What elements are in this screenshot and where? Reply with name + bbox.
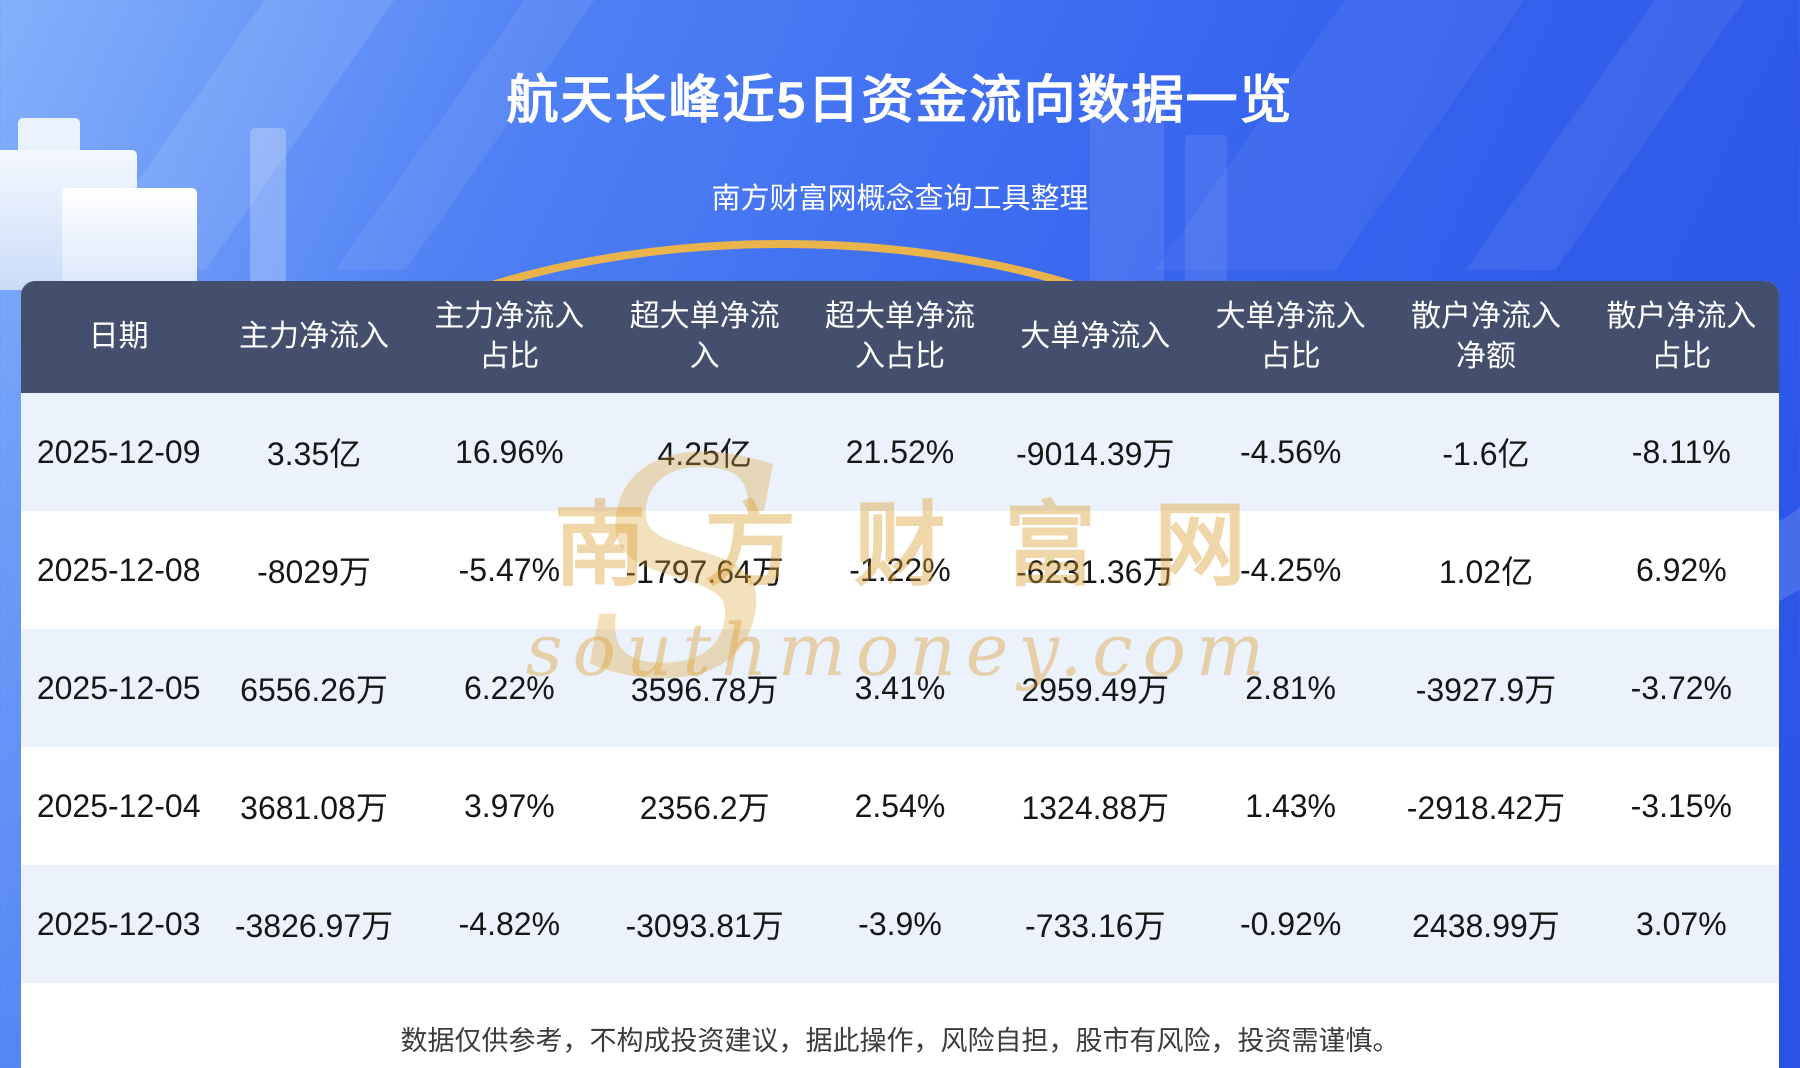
decor-block [250, 128, 286, 288]
header-cell: 大单净流入 占比 [1192, 281, 1389, 393]
table-cell: 16.96% [455, 433, 564, 470]
table-cell: -1.22% [849, 551, 951, 588]
decor-block [62, 188, 197, 298]
header-cell: 超大单净流入 [606, 281, 803, 393]
header-cell: 日期 [21, 281, 217, 393]
table-cell: -9014.39万 [1016, 436, 1175, 472]
table-body: 2025-12-09 3.35亿 16.96% 4.25亿 21.52% -9014.39… [21, 393, 1779, 983]
table-cell: -8029万 [257, 554, 371, 590]
table-cell: -4.82% [458, 905, 561, 942]
table-cell: -1797.64万 [625, 554, 784, 590]
table-cell: 3.97% [463, 787, 555, 824]
table-header: 日期 主力净流入 主力净流入 占比 超大单净流入超大单净流 入占比 大单净流入 大单净流入 占比… [21, 281, 1779, 393]
page-header: 航天长峰近5日资金流向数据一览 南方财富网概念查询工具整理 [0, 0, 1800, 217]
table-cell: 6.92% [1635, 551, 1727, 588]
disclaimer: 数据仅供参考，不构成投资建议，据此操作，风险自担，股市有风险，投资需谨慎。 [21, 983, 1779, 1068]
table-cell: 2025-12-08 [36, 551, 201, 588]
table-cell: 3.41% [854, 669, 946, 706]
table-cell: 2025-12-04 [36, 787, 201, 824]
table-cell: 21.52% [845, 433, 955, 470]
table-cell: 3681.08万 [240, 790, 388, 826]
header-cell: 超大单净流 入占比 [802, 281, 998, 393]
data-panel: 日期 主力净流入 主力净流入 占比 超大单净流入超大单净流 入占比 大单净流入 大单净流入 占比… [21, 281, 1779, 1068]
table-cell: 2025-12-05 [36, 669, 201, 706]
table-cell: 2025-12-03 [36, 905, 201, 942]
table-row: 2025-12-08 -8029万 -5.47% -1797.64万 -1.22% -62… [21, 511, 1779, 629]
table-header-row: 日期 主力净流入 主力净流入 占比 超大单净流入超大单净流 入占比 大单净流入 大单净流入 占比… [21, 281, 1779, 393]
header-cell: 散户净流入 占比 [1583, 281, 1779, 393]
table-cell: 2.81% [1245, 669, 1336, 706]
light-column [1185, 135, 1227, 285]
table-row: 2025-12-03 -3826.97万 -4.82% -3093.81万 -3.9% -… [21, 865, 1779, 983]
table-cell: -3.72% [1630, 669, 1732, 706]
data-table: 日期 主力净流入 主力净流入 占比 超大单净流入超大单净流 入占比 大单净流入 大单净流入 占比… [21, 281, 1779, 983]
table-cell: -6231.36万 [1016, 554, 1175, 590]
table-cell: -3826.97万 [234, 908, 394, 944]
table-cell: -3.9% [858, 905, 942, 942]
table-cell: 2025-12-09 [36, 433, 201, 470]
table-row: 2025-12-09 3.35亿 16.96% 4.25亿 21.52% -9014.39… [21, 393, 1779, 511]
table-cell: -733.16万 [1025, 908, 1166, 944]
table-cell: -3093.81万 [625, 908, 784, 944]
table-cell: -3.15% [1630, 787, 1732, 824]
table-cell: -8.11% [1631, 433, 1731, 470]
table-row: 2025-12-05 6556.26万 6.22% 3596.78万 3.41% 2959… [21, 629, 1779, 747]
table-cell: -2918.42万 [1406, 790, 1566, 826]
table-cell: 6.22% [463, 669, 555, 706]
table-cell: 2356.2万 [639, 790, 770, 826]
page-subtitle: 南方财富网概念查询工具整理 [711, 183, 1089, 215]
page-title: 航天长峰近5日资金流向数据一览 [506, 72, 1294, 130]
table-cell: 3.35亿 [266, 436, 362, 472]
table-cell: 4.25亿 [657, 436, 752, 472]
header-cell: 主力净流入 [216, 281, 412, 393]
table-cell: 1324.88万 [1021, 790, 1170, 826]
table-cell: -5.47% [458, 551, 561, 588]
table-cell: -1.6亿 [1442, 436, 1530, 472]
table-cell: 6556.26万 [240, 672, 388, 708]
table-cell: -4.56% [1239, 433, 1342, 470]
gold-arc-decoration [235, 240, 1331, 776]
table-cell: -3927.9万 [1415, 672, 1557, 708]
table-cell: 3596.78万 [630, 672, 779, 708]
table-cell: 2438.99万 [1412, 908, 1560, 944]
table-cell: 3.07% [1635, 905, 1727, 942]
table-cell: -0.92% [1239, 905, 1342, 942]
table-cell: 1.43% [1245, 787, 1336, 824]
header-cell: 主力净流入 占比 [411, 281, 607, 393]
light-column [1090, 92, 1164, 282]
table-cell: 2.54% [854, 787, 946, 824]
table-cell: 2959.49万 [1021, 672, 1170, 708]
table-row: 2025-12-04 3681.08万 3.97% 2356.2万 2.54% 1324.… [21, 747, 1779, 865]
table-cell: 1.02亿 [1438, 554, 1534, 590]
table-cell: -4.25% [1239, 551, 1342, 588]
header-cell: 大单净流入 [997, 281, 1193, 393]
header-cell: 散户净流入 净额 [1388, 281, 1584, 393]
